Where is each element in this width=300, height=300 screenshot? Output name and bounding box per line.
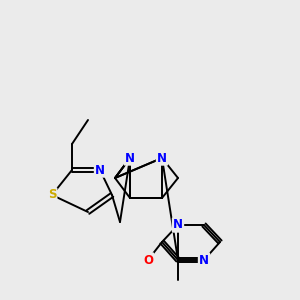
Text: N: N	[199, 254, 209, 266]
Text: O: O	[143, 254, 153, 266]
Text: N: N	[157, 152, 167, 164]
Text: S: S	[48, 188, 56, 202]
Text: N: N	[125, 152, 135, 164]
Text: N: N	[95, 164, 105, 176]
Text: N: N	[173, 218, 183, 232]
